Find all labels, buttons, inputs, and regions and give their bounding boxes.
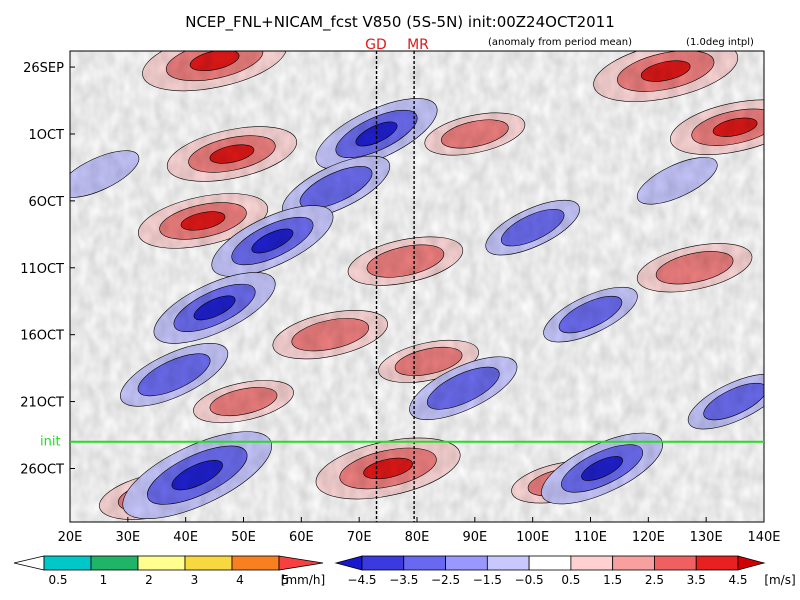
colorbar-swatch (445, 555, 488, 571)
colorbar-label: −4.5 (347, 573, 376, 587)
colorbar-label: 2.5 (645, 573, 664, 587)
y-axis: 26SEP 1OCT 6OCT 11OCT 16OCT 21OCT 26OCT (20, 61, 75, 477)
colorbar-label: 1.5 (603, 573, 622, 587)
colorbar-label: −3.5 (389, 573, 418, 587)
colorbar-swatch (737, 555, 766, 571)
y-tick-label: 21OCT (20, 396, 64, 411)
colorbar-swatch (43, 555, 92, 571)
x-tick-label: 50E (231, 530, 256, 545)
colorbar-label: 1 (100, 573, 108, 587)
init-line-group: init (40, 435, 764, 450)
colorbar-swatch (90, 555, 139, 571)
colorbar-swatch (137, 555, 186, 571)
x-tick-label: 40E (173, 530, 198, 545)
marker-label-gd: GD (365, 37, 387, 53)
colorbar-swatch (486, 555, 530, 571)
contour-texture (70, 51, 764, 522)
colorbar-label: −2.5 (431, 573, 460, 587)
y-tick-label: 11OCT (20, 262, 64, 277)
x-axis: 20E 30E 40E 50E 60E 70E 80E 90E 100E 110E 120E 130E… (58, 517, 781, 545)
colorbar-swatch (334, 555, 363, 571)
colorbar-swatch (654, 555, 697, 571)
colorbar-swatch (528, 555, 572, 571)
colorbar-swatch (570, 555, 614, 571)
colorbar-unit: [mm/h] (281, 573, 325, 587)
colorbar-label: 4 (236, 573, 244, 587)
colorbar-label: 3 (191, 573, 199, 587)
colorbar-label: 4.5 (728, 573, 747, 587)
colorbar-label: −1.5 (473, 573, 502, 587)
v850-colorbar: −4.5 −3.5 −2.5 −1.5 −0.5 0.5 1.5 2.5 3.5 4.5 [m/s] (334, 555, 796, 587)
y-tick-label: 1OCT (28, 128, 64, 143)
colorbar-label: 5 (282, 573, 290, 587)
colorbar-swatch (231, 555, 280, 571)
x-tick-label: 130E (690, 530, 723, 545)
colorbar-label: 0.5 (561, 573, 580, 587)
colorbar-swatch (403, 555, 446, 571)
heatmap-plot-area (70, 51, 764, 522)
y-tick-label: 16OCT (20, 329, 64, 344)
chart-subtitle-anomaly: (anomaly from period mean) (488, 37, 632, 48)
vertical-marker-lines (375, 51, 415, 522)
x-tick-label: 100E (516, 530, 549, 545)
chart-title: NCEP_FNL+NICAM_fcst V850 (5S-5N) init:00… (185, 13, 615, 32)
y-tick-label: 6OCT (28, 195, 64, 210)
colorbar-swatch (278, 555, 324, 571)
x-tick-label: 80E (405, 530, 430, 545)
colorbar-swatch (361, 555, 405, 571)
x-tick-label: 120E (632, 530, 665, 545)
colorbar-swatch (13, 555, 45, 571)
chart-subtitle-interp: (1.0deg intpl) (686, 37, 754, 48)
x-tick-label: 110E (574, 530, 607, 545)
y-tick-label: 26SEP (23, 61, 64, 76)
x-tick-label: 70E (347, 530, 372, 545)
marker-label-mr: MR (407, 37, 429, 53)
colorbar-unit: [m/s] (764, 573, 795, 587)
init-label: init (40, 435, 61, 450)
x-tick-label: 90E (462, 530, 487, 545)
colorbar-label: 3.5 (687, 573, 706, 587)
x-tick-label: 30E (115, 530, 140, 545)
x-tick-label: 60E (289, 530, 314, 545)
x-tick-label: 140E (747, 530, 780, 545)
colorbar-label: 2 (145, 573, 153, 587)
colorbar-label: 0.5 (48, 573, 67, 587)
precip-colorbar: 0.5 1 2 3 4 5[mm/h] (13, 555, 325, 587)
colorbar-swatch (612, 555, 655, 571)
colorbar-swatch (695, 555, 739, 571)
colorbar-swatch (184, 555, 233, 571)
x-tick-label: 20E (58, 530, 83, 545)
y-tick-label: 26OCT (20, 462, 64, 477)
colorbar-label: −0.5 (515, 573, 544, 587)
